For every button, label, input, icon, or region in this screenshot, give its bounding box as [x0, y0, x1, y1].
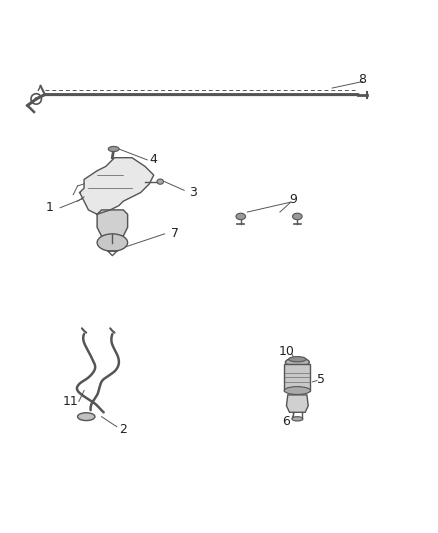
Text: 6: 6: [283, 415, 290, 427]
Ellipse shape: [236, 213, 246, 220]
Ellipse shape: [292, 417, 303, 421]
Ellipse shape: [97, 234, 127, 251]
Ellipse shape: [78, 413, 95, 421]
Text: 9: 9: [289, 192, 297, 206]
Polygon shape: [80, 158, 154, 214]
Polygon shape: [284, 365, 311, 391]
Ellipse shape: [286, 358, 309, 367]
Ellipse shape: [108, 147, 119, 151]
Polygon shape: [97, 210, 127, 236]
Text: 1: 1: [45, 201, 53, 214]
Text: 10: 10: [279, 345, 294, 358]
Text: 3: 3: [189, 186, 197, 199]
Ellipse shape: [289, 357, 306, 362]
Ellipse shape: [157, 179, 163, 184]
Text: 11: 11: [63, 395, 79, 408]
Text: 7: 7: [172, 228, 180, 240]
Text: 2: 2: [119, 423, 127, 436]
Ellipse shape: [293, 213, 302, 220]
Polygon shape: [286, 395, 308, 413]
Text: 5: 5: [317, 373, 325, 386]
Ellipse shape: [284, 386, 311, 394]
Text: 8: 8: [359, 73, 367, 86]
Text: 4: 4: [150, 154, 158, 166]
